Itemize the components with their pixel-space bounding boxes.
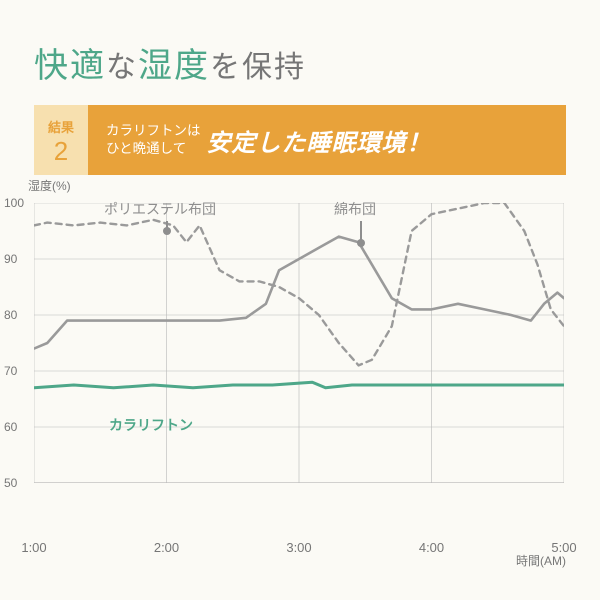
- y-tick: 100: [4, 196, 24, 210]
- title-accent1: 快適: [34, 47, 106, 85]
- y-tick: 50: [4, 476, 17, 490]
- y-tick: 90: [4, 252, 17, 266]
- x-tick: 2:00: [154, 540, 179, 555]
- result-banner: 結果 2 カラリフトンは ひと晩通して 安定した睡眠環境！: [34, 105, 566, 175]
- callout-cotton: [360, 221, 362, 243]
- title-tail: を保持: [210, 51, 306, 84]
- y-axis-label: 湿度(%): [28, 177, 71, 194]
- callout-polyester: [166, 221, 168, 231]
- x-tick: 3:00: [286, 540, 311, 555]
- banner-main: カラリフトンは ひと晩通して 安定した睡眠環境！: [88, 105, 566, 175]
- y-tick: 80: [4, 308, 17, 322]
- title-mid: な: [106, 51, 138, 84]
- title-accent2: 湿度: [138, 47, 210, 85]
- x-tick: 5:00: [551, 540, 576, 555]
- banner-headline: 安定した睡眠環境！: [207, 123, 432, 158]
- y-tick: 60: [4, 420, 17, 434]
- x-tick: 1:00: [21, 540, 46, 555]
- banner-sub-line1: カラリフトンは: [106, 123, 201, 138]
- chart-svg: [34, 203, 564, 483]
- badge-label: 結果: [48, 117, 74, 136]
- banner-sub-line2: ひと晩通して: [106, 141, 186, 156]
- humidity-chart: 湿度(%) 時間(AM) 50607080901001:002:003:004:…: [34, 203, 564, 533]
- x-tick: 4:00: [419, 540, 444, 555]
- page-title: 快適な湿度を保持: [34, 38, 566, 87]
- result-badge: 結果 2: [34, 105, 88, 175]
- badge-number: 2: [54, 138, 68, 164]
- y-tick: 70: [4, 364, 17, 378]
- banner-subtext: カラリフトンは ひと晩通して: [106, 122, 201, 158]
